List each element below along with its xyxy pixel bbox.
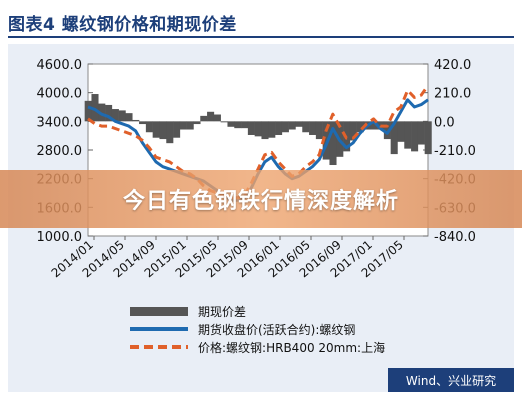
spread-bar (213, 114, 221, 122)
spot-line (87, 84, 430, 200)
spread-bar (261, 121, 269, 140)
spread-bar (139, 121, 147, 125)
spread-bar (288, 121, 296, 130)
spread-bar (268, 121, 276, 138)
spread-bar (356, 121, 364, 133)
left-tick-label: 4000.0 (37, 87, 83, 102)
legend-spot: 价格:螺纹钢:HRB400 20mm:上海 (130, 338, 385, 356)
spread-bar (247, 121, 255, 135)
spread-bar (125, 113, 133, 122)
legend-swatch-spot (130, 345, 188, 349)
right-tick-label: -210.0 (434, 144, 476, 159)
spread-bar (329, 121, 337, 166)
spread-bar (370, 121, 378, 130)
left-tick-label: 4600.0 (37, 58, 83, 73)
legend-label-futures: 期货收盘价(活跃合约):螺纹钢 (198, 322, 356, 337)
spread-bar (275, 121, 283, 135)
spread-bar (349, 121, 357, 141)
legend-swatch-spread (130, 306, 188, 316)
spread-bar (302, 121, 310, 133)
spread-bar (152, 121, 160, 138)
spread-bar (166, 121, 174, 144)
spread-bar (111, 109, 119, 122)
source-badge: Wind、兴业研究 (388, 368, 514, 392)
legend-futures: 期货收盘价(活跃合约):螺纹钢 (130, 320, 355, 338)
legend-spread: 期现价差 (130, 302, 246, 320)
spread-bar (241, 121, 249, 129)
spread-bar (281, 121, 289, 133)
left-tick-label: 3400.0 (37, 115, 83, 130)
spread-bar (254, 121, 262, 137)
spread-bar (404, 121, 412, 149)
spread-bar (207, 111, 215, 122)
spread-bar (322, 121, 330, 160)
spread-bar (173, 121, 181, 138)
right-tick-label: 0.0 (434, 115, 455, 130)
right-tick-label: 420.0 (434, 58, 471, 73)
spread-bar (417, 121, 425, 145)
spread-bar (105, 104, 113, 122)
spread-bar (179, 121, 187, 130)
spread-bar (309, 121, 317, 135)
spread-bar (411, 121, 419, 152)
left-tick-label: 2800.0 (37, 144, 83, 159)
spread-bar (220, 121, 228, 123)
spread-bar (118, 110, 126, 122)
title-rule (8, 36, 514, 38)
spread-bar (397, 121, 405, 142)
spread-bar (145, 121, 153, 133)
spread-bar (91, 94, 99, 122)
figure-title: 图表4 螺纹钢价格和期现价差 (8, 15, 237, 35)
spread-bar (383, 121, 391, 140)
spread-bar (193, 121, 201, 125)
spread-bar (84, 100, 92, 122)
left-tick-label: 1000.0 (37, 230, 83, 245)
price-spread-chart: 4600.04000.03400.02800.02200.01600.01000… (37, 58, 476, 280)
spread-bar (159, 121, 167, 140)
legend-label-spot: 价格:螺纹钢:HRB400 20mm:上海 (198, 340, 386, 355)
spread-bar (227, 121, 235, 127)
overlay-banner: 今日有色钢铁行情深度解析 (0, 170, 522, 228)
spread-bar (186, 121, 194, 130)
spread-bar (200, 115, 208, 122)
spread-bar (234, 121, 242, 129)
spread-bar (390, 121, 398, 155)
spread-bar (132, 119, 140, 122)
right-tick-label: 210.0 (434, 87, 471, 102)
legend-label-spread: 期现价差 (198, 304, 247, 319)
spread-bar (315, 121, 323, 140)
banner-text: 今日有色钢铁行情深度解析 (122, 189, 399, 214)
legend-swatch-futures (130, 327, 188, 331)
spread-bar (98, 103, 106, 122)
spread-bar (424, 121, 432, 155)
right-tick-label: -840.0 (434, 230, 476, 245)
spread-bar (295, 121, 303, 127)
